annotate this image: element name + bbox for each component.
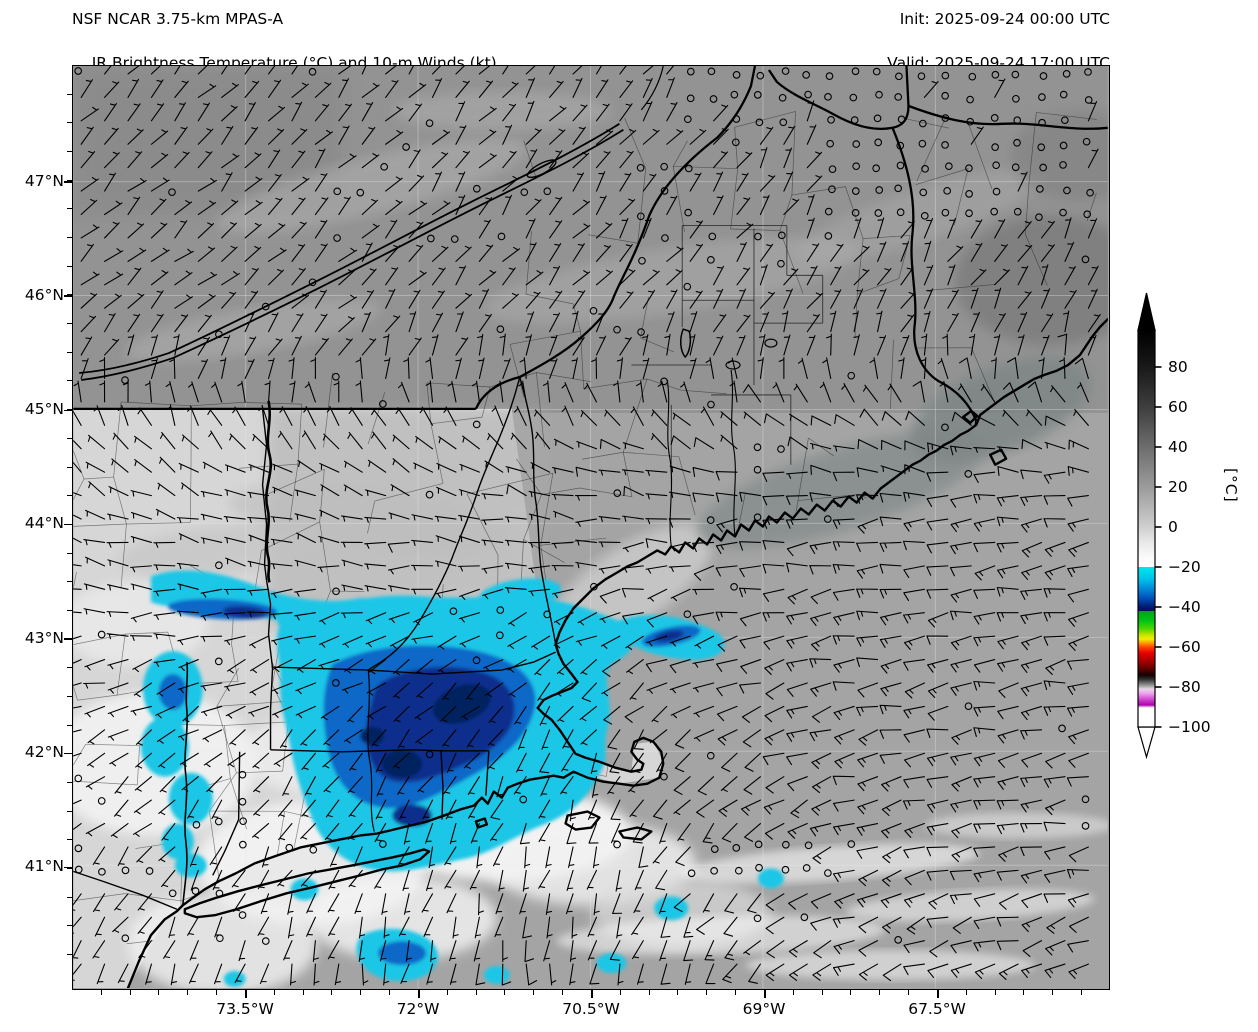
x-tick-69w: 69°W xyxy=(742,1000,786,1018)
x-tick-70-5w: 70.5°W xyxy=(562,1000,620,1018)
x-tick-67-5w: 67.5°W xyxy=(908,1000,966,1018)
y-tick-47n: 47°N xyxy=(24,172,64,190)
y-tick-44n: 44°N xyxy=(24,514,64,532)
model-title: NSF NCAR 3.75-km MPAS-A xyxy=(72,10,284,28)
cbar-tick-60: 60 xyxy=(1168,398,1188,416)
cbar-tick-m80: −80 xyxy=(1168,678,1201,696)
x-tick-72w: 72°W xyxy=(396,1000,440,1018)
rivers-lakes-layer xyxy=(79,66,778,906)
colorbar-extend-top xyxy=(1137,292,1156,331)
cbar-tick-m40: −40 xyxy=(1168,598,1201,616)
cbar-tick-40: 40 xyxy=(1168,438,1188,456)
colorbar-tickmarks xyxy=(1155,366,1162,728)
map-plot-area xyxy=(72,65,1110,990)
y-tick-42n: 42°N xyxy=(24,743,64,761)
colorbar-gradient xyxy=(1137,329,1156,728)
y-tick-45n: 45°N xyxy=(24,400,64,418)
colorbar-units-label: [°C] xyxy=(1222,468,1240,503)
cbar-tick-m20: −20 xyxy=(1168,558,1201,576)
y-tick-41n: 41°N xyxy=(24,857,64,875)
cbar-tick-80: 80 xyxy=(1168,358,1188,376)
colorbar-extend-bottom xyxy=(1137,726,1156,760)
y-tick-46n: 46°N xyxy=(24,286,64,304)
map-canvas xyxy=(73,66,1108,988)
cbar-tick-m100: −100 xyxy=(1168,718,1211,736)
cbar-tick-m60: −60 xyxy=(1168,638,1201,656)
init-time-label: Init: 2025-09-24 00:00 UTC xyxy=(899,10,1110,28)
cbar-tick-20: 20 xyxy=(1168,478,1188,496)
state-borders-layer xyxy=(73,376,557,910)
x-tick-73-5w: 73.5°W xyxy=(216,1000,274,1018)
y-tick-43n: 43°N xyxy=(24,629,64,647)
cbar-tick-0: 0 xyxy=(1168,518,1178,536)
wind-barbs-layer xyxy=(73,66,1101,986)
colorbar xyxy=(1137,292,1162,760)
